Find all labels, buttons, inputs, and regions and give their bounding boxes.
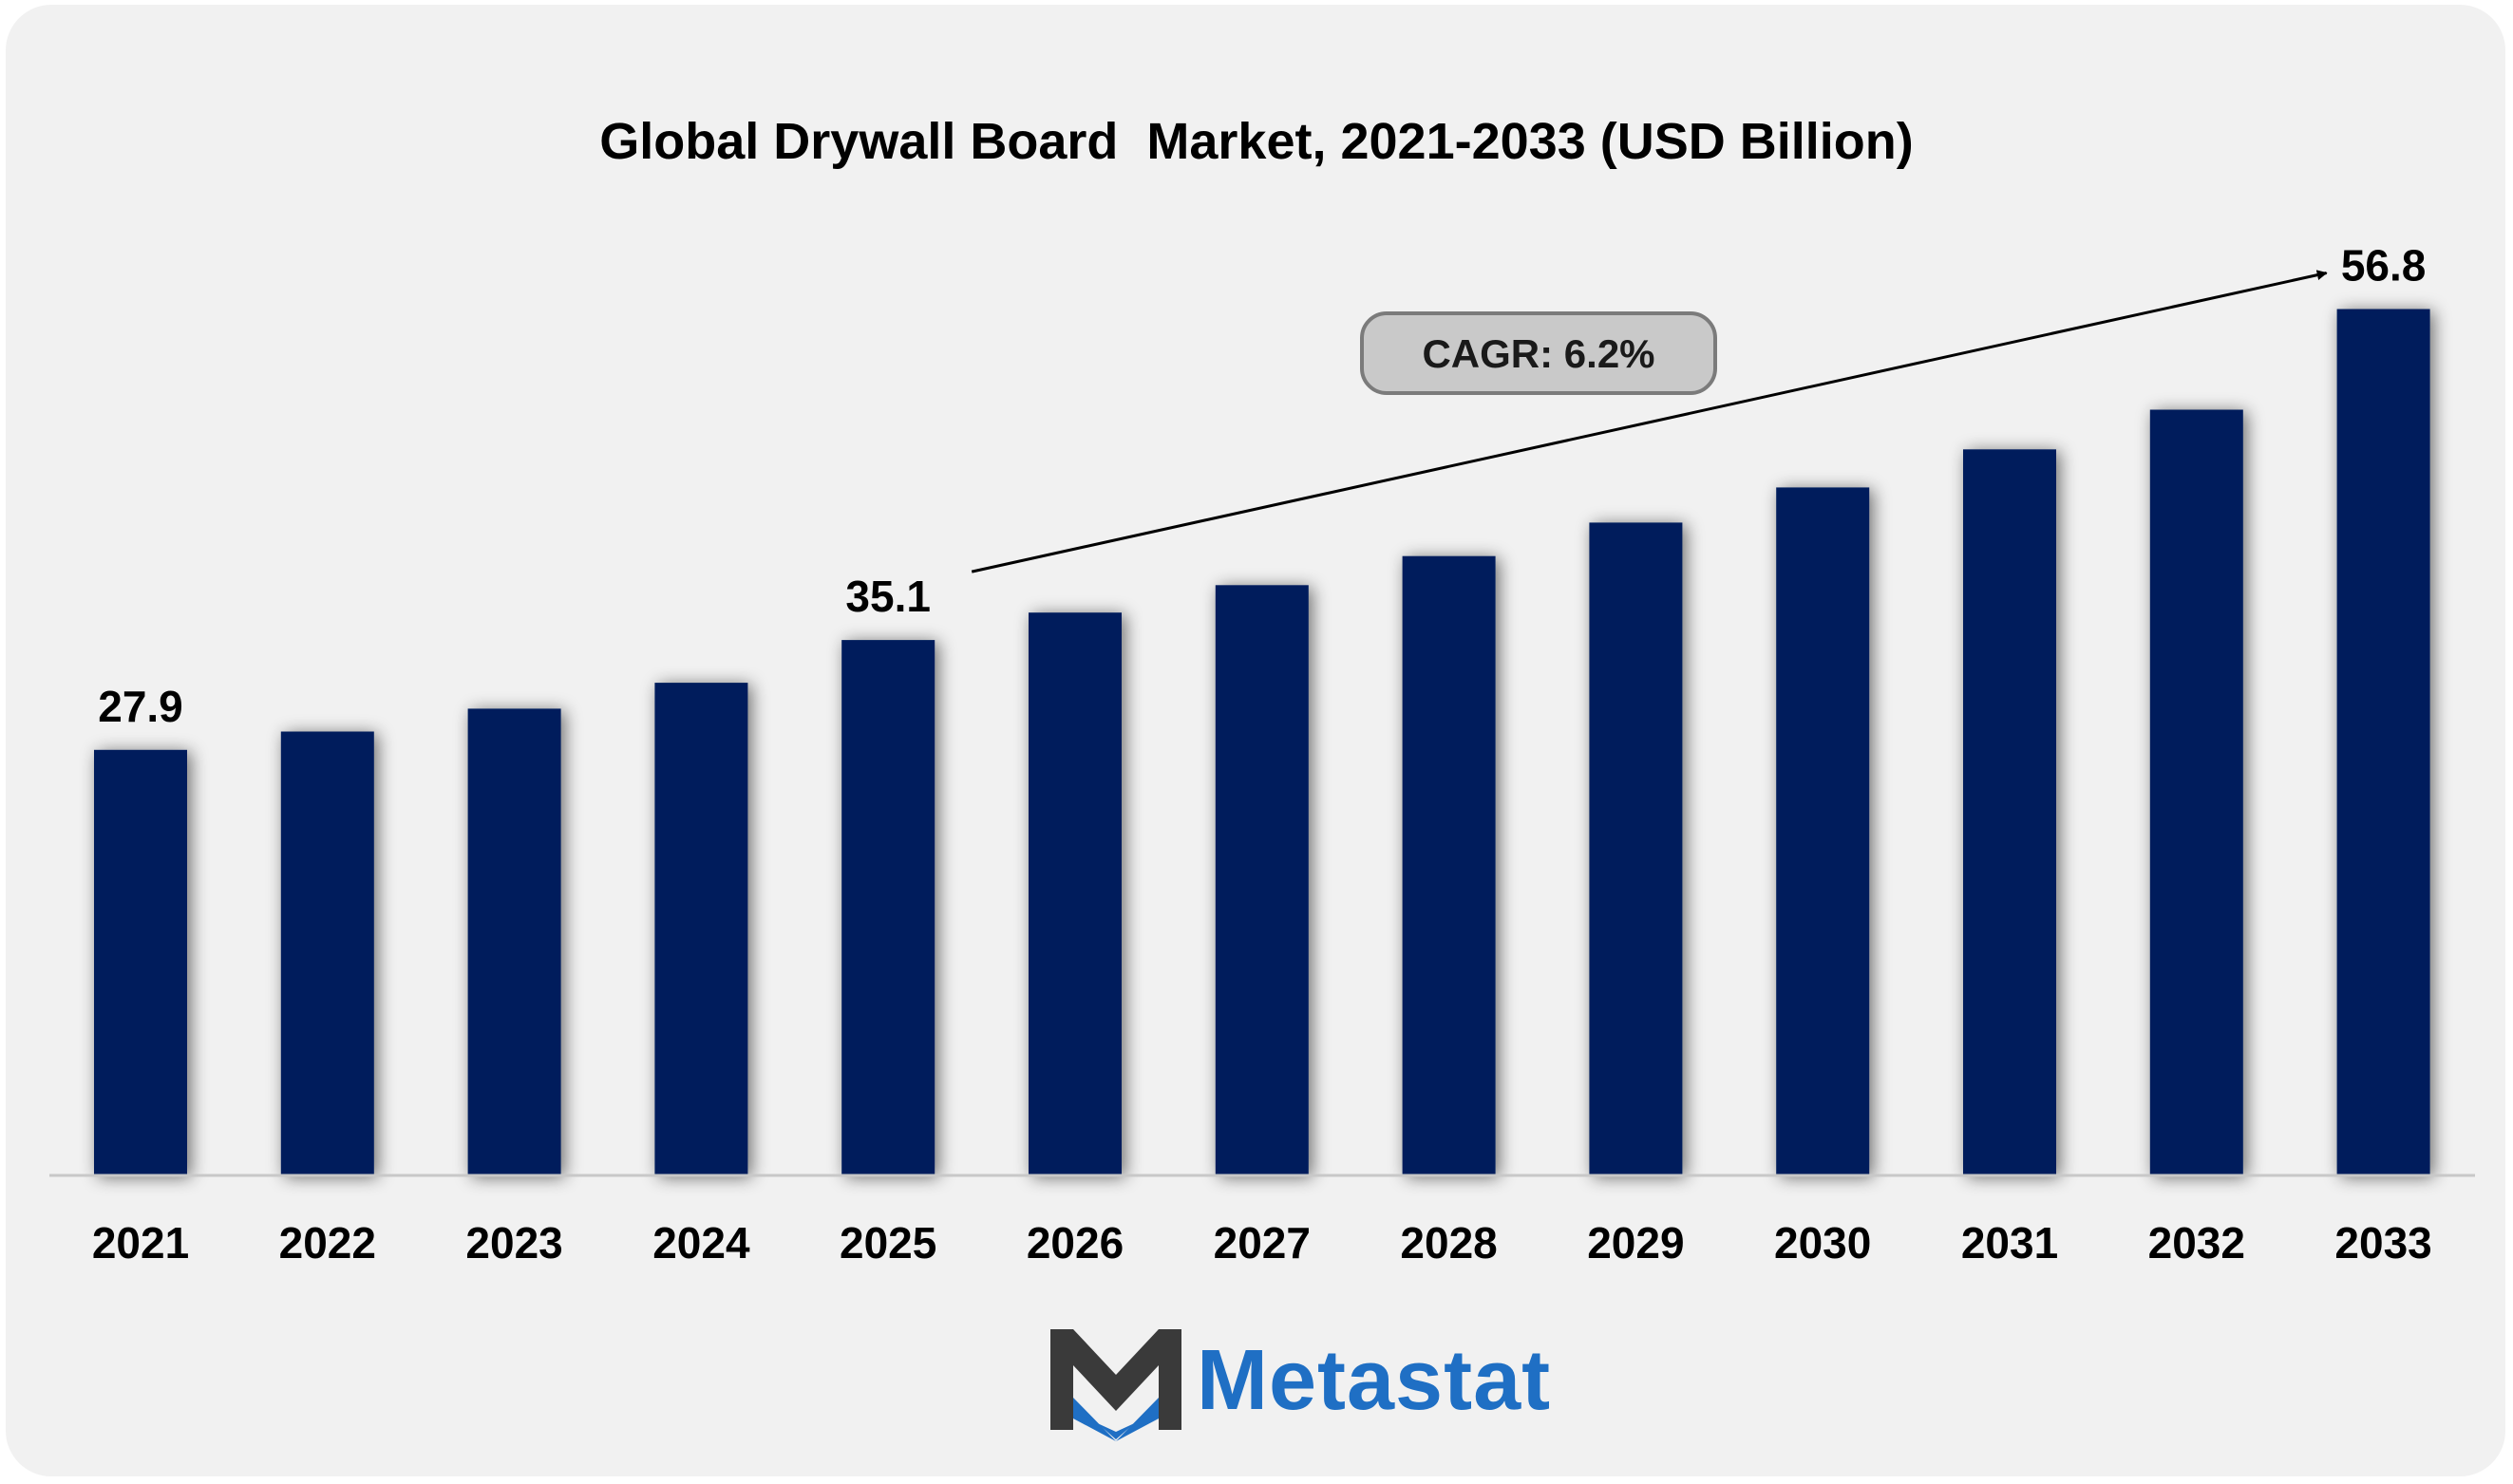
- brand-name: Metastat: [1197, 1333, 1552, 1428]
- x-tick-label-2032: 2032: [2148, 1218, 2245, 1268]
- bar-2029: [1589, 522, 1683, 1175]
- bar-2026: [1029, 612, 1122, 1175]
- x-tick-label-2031: 2031: [1961, 1218, 2058, 1268]
- bar-2021: [94, 749, 187, 1175]
- bar-2023: [467, 708, 561, 1175]
- bar-2028: [1402, 555, 1496, 1175]
- data-label-2021: 27.9: [98, 682, 183, 731]
- bar-2030: [1776, 487, 1870, 1175]
- chart-title: Global Drywall Board Market, 2021-2033 (…: [599, 113, 1914, 170]
- data-label-2025: 35.1: [845, 572, 931, 621]
- metastat-mark-icon: [1050, 1329, 1181, 1441]
- bar-2022: [280, 731, 374, 1175]
- x-tick-label-2023: 2023: [465, 1218, 562, 1268]
- cagr-label: CAGR: 6.2%: [1422, 331, 1654, 376]
- bar-2033: [2336, 309, 2430, 1175]
- x-tick-label-2028: 2028: [1400, 1218, 1497, 1268]
- cagr-badge: [1360, 311, 1717, 395]
- x-tick-label-2027: 2027: [1214, 1218, 1311, 1268]
- data-label-2033: 56.8: [2341, 241, 2427, 291]
- bar-2024: [654, 683, 748, 1175]
- x-tick-label-2026: 2026: [1027, 1218, 1124, 1268]
- bar-2032: [2149, 409, 2243, 1175]
- x-tick-label-2030: 2030: [1774, 1218, 1871, 1268]
- bar-2031: [1963, 449, 2056, 1175]
- x-tick-label-2022: 2022: [279, 1218, 376, 1268]
- metastat-logo: Metastat: [1045, 1320, 1577, 1443]
- x-tick-label-2025: 2025: [840, 1218, 936, 1268]
- bar-2027: [1215, 585, 1309, 1175]
- bar-2025: [841, 640, 935, 1175]
- x-tick-label-2029: 2029: [1587, 1218, 1684, 1268]
- x-tick-label-2024: 2024: [652, 1218, 750, 1268]
- x-tick-label-2033: 2033: [2334, 1218, 2431, 1268]
- cagr-arrow: [971, 270, 2328, 573]
- x-tick-label-2021: 2021: [92, 1218, 189, 1268]
